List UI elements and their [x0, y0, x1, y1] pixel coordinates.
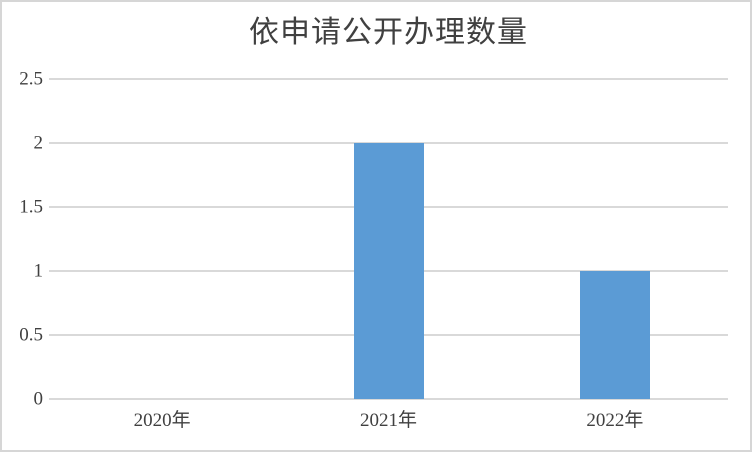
- y-axis-tick-label: 2.5: [19, 68, 43, 90]
- gridline: [49, 398, 728, 400]
- x-axis-tick-label: 2020年: [133, 410, 191, 431]
- y-axis-tick-label: 2: [33, 132, 44, 154]
- y-axis-tick-label: 0.5: [19, 324, 43, 346]
- bar-2022年: [579, 271, 650, 399]
- bar-2021年: [353, 143, 424, 399]
- y-axis-tick-label: 1: [33, 260, 44, 282]
- chart-title: 依申请公开办理数量: [249, 16, 528, 49]
- plot-area: [49, 78, 728, 400]
- y-axis-tick-label: 0: [33, 388, 44, 410]
- y-axis: 0 0.5 1 1.5 2 2.5: [2, 70, 44, 409]
- x-axis-tick-label: 2022年: [586, 410, 644, 431]
- x-axis: 2020年 2021年 2022年: [49, 407, 728, 435]
- bars-layer: [49, 79, 728, 399]
- gridline: [49, 78, 728, 80]
- x-axis-tick-label: 2021年: [359, 410, 418, 431]
- y-axis-tick-label: 1.5: [19, 196, 43, 218]
